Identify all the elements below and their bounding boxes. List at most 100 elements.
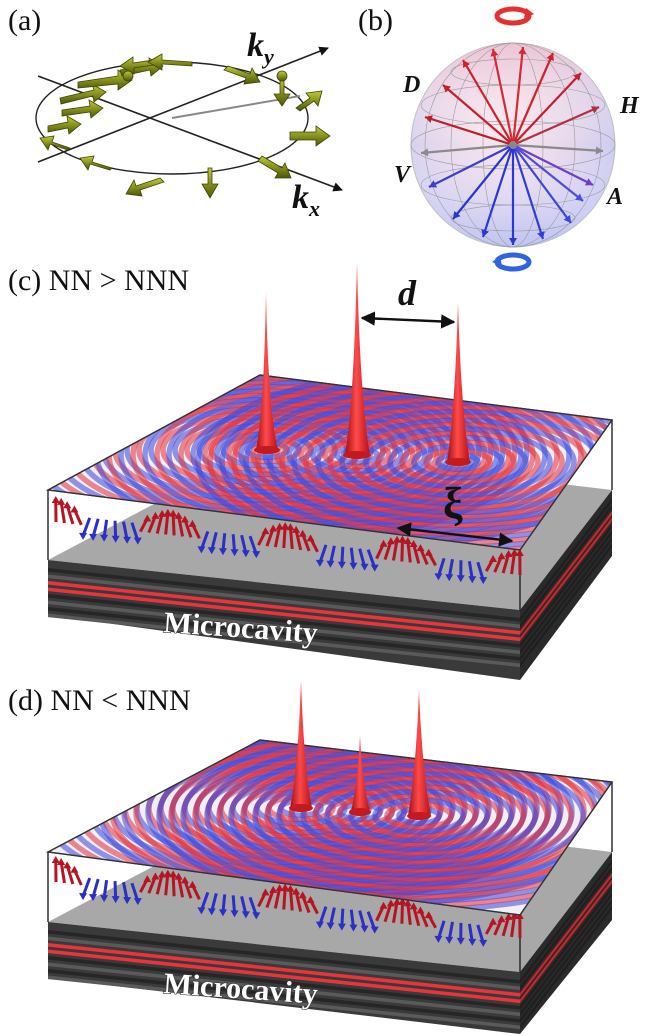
pseudospin-arrows: [39, 53, 331, 199]
spin-arrow-head: [370, 564, 379, 572]
spin-arrow-head: [169, 870, 178, 878]
peak-base: [445, 458, 471, 466]
spin-arrow: [406, 903, 412, 925]
spin-arrow-head: [123, 536, 132, 544]
spin-arrow-head: [79, 532, 88, 540]
panel-b: (b) D H V A: [358, 4, 640, 272]
spin-arrow-head: [275, 884, 284, 892]
layer-stripe-side: [520, 498, 612, 622]
spin-arrow-head: [403, 899, 412, 907]
spin-arrow-head: [468, 938, 477, 946]
stokes-vector: [512, 105, 600, 147]
spin-arrow-head: [269, 524, 278, 532]
spin-arrow-head: [51, 496, 60, 504]
spin-arrow-head: [111, 896, 120, 904]
stokes-vector: [512, 144, 584, 202]
spin-arrow: [294, 891, 303, 912]
layer-stripe-side: [520, 866, 612, 991]
spin-arrow-head: [252, 551, 261, 559]
layer-stripe: [48, 594, 520, 648]
spin-arrow-head: [79, 893, 88, 901]
stokes-vector: [452, 144, 514, 220]
field-ring: [192, 740, 612, 900]
spin-arrow-head: [468, 576, 477, 584]
spin-arrow-head: [445, 574, 454, 582]
spin-arrow-head: [306, 534, 315, 542]
peak-base: [289, 804, 313, 812]
layer-stripe-side: [520, 530, 612, 655]
stokes-vector: [481, 144, 515, 238]
stokes-vector: [512, 143, 604, 153]
green-arrow: [289, 125, 331, 147]
spin-arrow-head: [57, 497, 66, 505]
spin-arrow-head: [133, 898, 142, 906]
spin-arrow-head: [241, 550, 250, 558]
spin-arrow-head: [379, 901, 388, 909]
spin-arrow-head: [158, 509, 167, 517]
spin-arrow-head: [379, 539, 388, 547]
spin-arrow: [65, 864, 75, 885]
stokes-vector-head: [425, 115, 433, 123]
spin-arrow: [282, 526, 287, 549]
spin-arrow-head: [151, 872, 160, 880]
spin-arrow-head: [218, 909, 227, 917]
spin-arrow: [391, 539, 399, 561]
layer-stripe-side: [520, 537, 612, 661]
spin-arrow-head: [424, 911, 433, 919]
stokes-arrows: [420, 46, 604, 245]
layer-stripe-side: [520, 899, 612, 1023]
spin-arrow-head: [261, 888, 270, 896]
point-D-label: D: [402, 72, 420, 98]
peak: [408, 690, 431, 816]
peak: [447, 302, 470, 462]
spin-arrow-head: [424, 548, 433, 556]
spin-arrow-head: [57, 857, 66, 865]
spin-arrow-head: [63, 501, 72, 509]
layer-stripe: [48, 568, 520, 622]
layer-stripe: [48, 936, 520, 991]
stokes-vector-head: [584, 178, 593, 186]
ky-label: ky: [247, 27, 274, 69]
stokes-vector-head: [563, 214, 571, 223]
spin-arrow-head: [416, 906, 425, 914]
spin-arrow: [510, 552, 516, 575]
spin-arrow-head: [188, 880, 197, 888]
stokes-vector-head: [537, 231, 545, 239]
spin-arrow-head: [230, 910, 239, 918]
spin-arrow-head: [180, 876, 189, 884]
spin-arrow-head: [169, 509, 178, 517]
spin-arrow-head: [143, 875, 152, 883]
spin-arrow: [273, 887, 282, 909]
spin-arrow-head: [174, 511, 183, 519]
spin-arrow-head: [349, 924, 358, 932]
spin-arrow-head: [197, 907, 206, 915]
spin-arrow-head: [515, 549, 524, 557]
green-arrow: [61, 99, 104, 119]
spin-arrow-head: [151, 511, 160, 519]
spin-arrow: [288, 527, 294, 550]
spin-arrow: [400, 539, 404, 562]
spin-arrow-head: [479, 939, 488, 947]
xi-label: ξ: [443, 479, 463, 528]
green-arrow: [39, 135, 71, 151]
spin-arrow: [412, 543, 421, 564]
stokes-vector: [511, 52, 555, 146]
spin-arrow-head: [337, 561, 346, 569]
spin-arrow-head: [158, 870, 167, 878]
spin-arrow-head: [89, 533, 98, 541]
stokes-vector: [512, 72, 582, 146]
stokes-vector: [442, 84, 514, 146]
layer-stripe: [48, 956, 520, 1010]
green-arrow: [77, 69, 133, 91]
spin-arrow-head: [298, 529, 307, 537]
green-arrow-tip: [122, 70, 134, 82]
spin-arrow-head: [489, 917, 498, 925]
spin-arrow-head: [386, 899, 395, 907]
layer-stripe: [48, 969, 520, 1023]
spin-arrow-head: [434, 935, 443, 943]
spin-arrow-head: [349, 562, 358, 570]
spin-arrow-head: [174, 872, 183, 880]
spin-arrow-head: [315, 921, 324, 929]
spin-arrow-head: [89, 894, 98, 902]
spin-arrow: [59, 501, 66, 524]
